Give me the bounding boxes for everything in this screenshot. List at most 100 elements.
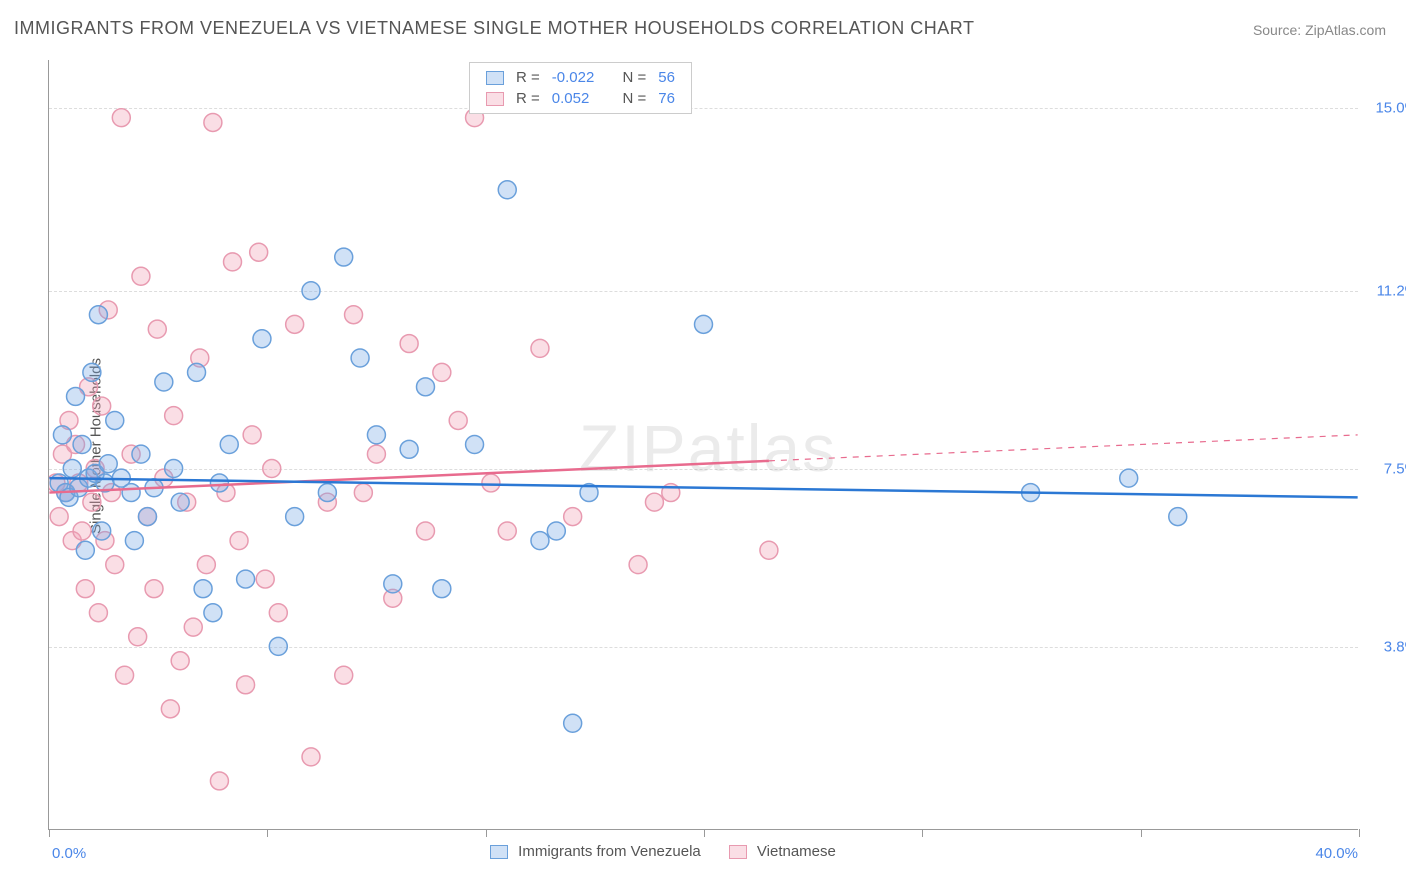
data-point — [286, 508, 304, 526]
data-point — [354, 484, 372, 502]
x-tick — [704, 829, 705, 837]
legend-bottom: Immigrants from Venezuela Vietnamese — [490, 843, 836, 860]
n-label: N = — [622, 90, 646, 107]
data-point — [237, 676, 255, 694]
data-point — [318, 484, 336, 502]
data-point — [760, 541, 778, 559]
legend-row-venezuela: R = -0.022 N = 56 — [480, 67, 681, 88]
data-point — [224, 253, 242, 271]
data-point — [132, 445, 150, 463]
data-point — [269, 604, 287, 622]
data-point — [106, 556, 124, 574]
legend-label-vietnamese: Vietnamese — [757, 843, 836, 860]
data-point — [197, 556, 215, 574]
data-point — [145, 580, 163, 598]
data-point — [1120, 469, 1138, 487]
data-point — [89, 306, 107, 324]
data-point — [351, 349, 369, 367]
data-point — [89, 604, 107, 622]
data-point — [564, 714, 582, 732]
data-point — [76, 541, 94, 559]
data-point — [286, 315, 304, 333]
x-tick — [922, 829, 923, 837]
data-point — [73, 436, 91, 454]
x-max-label: 40.0% — [1315, 845, 1358, 862]
swatch-venezuela-icon — [490, 845, 508, 859]
data-point — [138, 508, 156, 526]
swatch-vietnamese — [486, 92, 504, 106]
y-tick-label: 11.2% — [1367, 283, 1406, 300]
legend-stats-box: R = -0.022 N = 56 R = 0.052 N = 76 — [469, 62, 692, 114]
data-point — [335, 248, 353, 266]
scatter-svg — [49, 60, 1358, 829]
data-point — [335, 666, 353, 684]
n-label: N = — [622, 69, 646, 86]
data-point — [345, 306, 363, 324]
data-point — [171, 652, 189, 670]
data-point — [466, 436, 484, 454]
data-point — [53, 426, 71, 444]
r-value-vietnamese: 0.052 — [552, 90, 590, 107]
data-point — [106, 411, 124, 429]
data-point — [482, 474, 500, 492]
data-point — [400, 440, 418, 458]
data-point — [112, 109, 130, 127]
data-point — [73, 522, 91, 540]
data-point — [93, 397, 111, 415]
data-point — [243, 426, 261, 444]
data-point — [50, 508, 68, 526]
data-point — [165, 460, 183, 478]
data-point — [161, 700, 179, 718]
data-point — [250, 243, 268, 261]
data-point — [384, 575, 402, 593]
data-point — [63, 460, 81, 478]
r-label: R = — [516, 90, 540, 107]
data-point — [165, 407, 183, 425]
x-tick — [1359, 829, 1360, 837]
data-point — [564, 508, 582, 526]
data-point — [220, 436, 238, 454]
data-point — [547, 522, 565, 540]
data-point — [269, 637, 287, 655]
data-point — [67, 387, 85, 405]
data-point — [400, 335, 418, 353]
data-point — [204, 113, 222, 131]
data-point — [148, 320, 166, 338]
data-point — [184, 618, 202, 636]
data-point — [210, 772, 228, 790]
x-tick — [267, 829, 268, 837]
data-point — [99, 455, 117, 473]
legend-item-vietnamese: Vietnamese — [729, 843, 836, 860]
swatch-venezuela — [486, 71, 504, 85]
data-point — [302, 748, 320, 766]
data-point — [188, 363, 206, 381]
data-point — [237, 570, 255, 588]
legend-row-vietnamese: R = 0.052 N = 76 — [480, 88, 681, 109]
data-point — [76, 580, 94, 598]
data-point — [83, 493, 101, 511]
data-point — [531, 532, 549, 550]
y-tick-label: 15.0% — [1365, 100, 1406, 117]
r-value-venezuela: -0.022 — [552, 69, 595, 86]
data-point — [263, 460, 281, 478]
y-tick-label: 7.5% — [1374, 461, 1406, 478]
legend-item-venezuela: Immigrants from Venezuela — [490, 843, 701, 860]
trend-line — [49, 478, 1357, 497]
data-point — [116, 666, 134, 684]
data-point — [498, 181, 516, 199]
data-point — [367, 445, 385, 463]
data-point — [122, 484, 140, 502]
data-point — [449, 411, 467, 429]
data-point — [129, 628, 147, 646]
data-point — [230, 532, 248, 550]
data-point — [433, 363, 451, 381]
plot-area: 3.8%7.5%11.2%15.0% ZIPatlas R = -0.022 N… — [48, 60, 1358, 830]
legend-label-venezuela: Immigrants from Venezuela — [518, 843, 701, 860]
r-label: R = — [516, 69, 540, 86]
data-point — [171, 493, 189, 511]
data-point — [204, 604, 222, 622]
data-point — [695, 315, 713, 333]
data-point — [83, 363, 101, 381]
data-point — [498, 522, 516, 540]
data-point — [93, 522, 111, 540]
